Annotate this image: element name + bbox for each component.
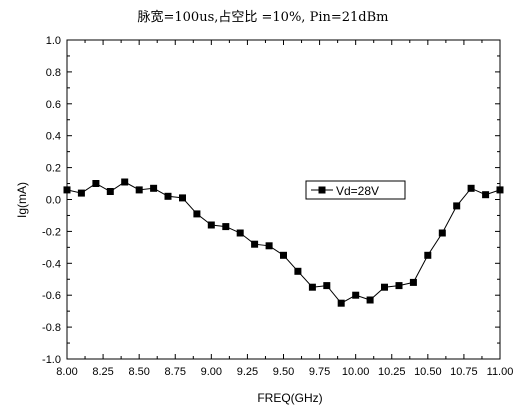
x-tick-label: 9.25 — [237, 366, 258, 378]
data-point-marker — [308, 283, 316, 291]
legend-label: Vd=28V — [336, 184, 379, 198]
x-tick-label: 10.75 — [450, 366, 478, 378]
y-tick-label: -0.6 — [42, 290, 61, 302]
y-axis-label: Ig(mA) — [15, 182, 29, 218]
y-tick-label: 0.4 — [46, 131, 61, 143]
data-point-marker — [294, 267, 302, 275]
data-point-marker — [438, 229, 446, 237]
x-tick-label: 8.50 — [128, 366, 149, 378]
data-point-marker — [381, 283, 388, 291]
data-point-marker — [395, 282, 403, 290]
series-line — [66, 181, 501, 304]
data-point-marker — [265, 242, 273, 250]
data-point-marker — [236, 229, 244, 237]
data-point-marker — [280, 251, 287, 259]
x-tick-label: 10.50 — [414, 366, 442, 378]
data-point-marker — [467, 184, 475, 192]
y-tick-label: -0.4 — [42, 258, 61, 270]
plot-frame — [66, 39, 501, 360]
legend-box — [305, 180, 406, 200]
data-point-marker — [193, 210, 201, 218]
y-tick-label: 0.2 — [46, 163, 61, 175]
x-tick-label: 8.75 — [165, 366, 186, 378]
x-axis-label: FREQ(GHz) — [257, 391, 322, 405]
data-point-marker — [251, 240, 259, 248]
data-point-marker — [482, 191, 490, 199]
legend-marker — [318, 186, 326, 194]
data-point-marker — [63, 186, 71, 194]
data-point-marker — [352, 291, 360, 299]
y-tick-label: 1.0 — [46, 35, 61, 47]
x-tick-label: 10.00 — [342, 366, 370, 378]
y-tick-label: 0.8 — [46, 67, 61, 79]
data-point-marker — [150, 184, 158, 192]
data-point-marker — [222, 223, 230, 231]
data-point-marker — [179, 194, 186, 202]
x-tick-label: 9.50 — [273, 366, 294, 378]
plot-area: 8.00 8.25 8.50 8.75 9.00 9.25 9.50 9.75 10.00 10.… — [42, 35, 513, 378]
chart-title: 脉宽=100us,占空比 =10%, Pin=21dBm — [138, 9, 389, 25]
data-point-marker — [424, 251, 432, 259]
x-tick-label: 9.75 — [309, 366, 330, 378]
x-tick-label: 11.00 — [487, 366, 514, 378]
data-point-marker — [409, 278, 417, 286]
data-point-marker — [323, 282, 331, 290]
data-point-marker — [121, 178, 129, 186]
data-point-marker — [77, 189, 85, 197]
data-point-marker — [164, 192, 172, 200]
y-tick-label: -0.8 — [42, 322, 61, 334]
x-tick-label: 10.25 — [378, 366, 406, 378]
data-point-marker — [207, 221, 215, 229]
data-point-marker — [337, 299, 345, 307]
data-point-marker — [92, 180, 100, 187]
x-tick-label: 8.00 — [56, 366, 77, 378]
data-point-marker — [366, 296, 374, 304]
data-point-marker — [453, 202, 461, 210]
data-point-marker — [135, 186, 143, 194]
y-tick-label: -0.2 — [42, 226, 61, 238]
data-point-marker — [496, 186, 504, 194]
legend: Vd=28V — [305, 180, 406, 200]
x-tick-label: 9.00 — [201, 366, 222, 378]
y-tick-label: 0.0 — [46, 195, 61, 207]
x-tick-label: 8.25 — [92, 366, 113, 378]
y-tick-label: 0.6 — [46, 99, 61, 111]
y-tick-label: -1.0 — [42, 354, 61, 366]
data-point-marker — [106, 188, 114, 195]
